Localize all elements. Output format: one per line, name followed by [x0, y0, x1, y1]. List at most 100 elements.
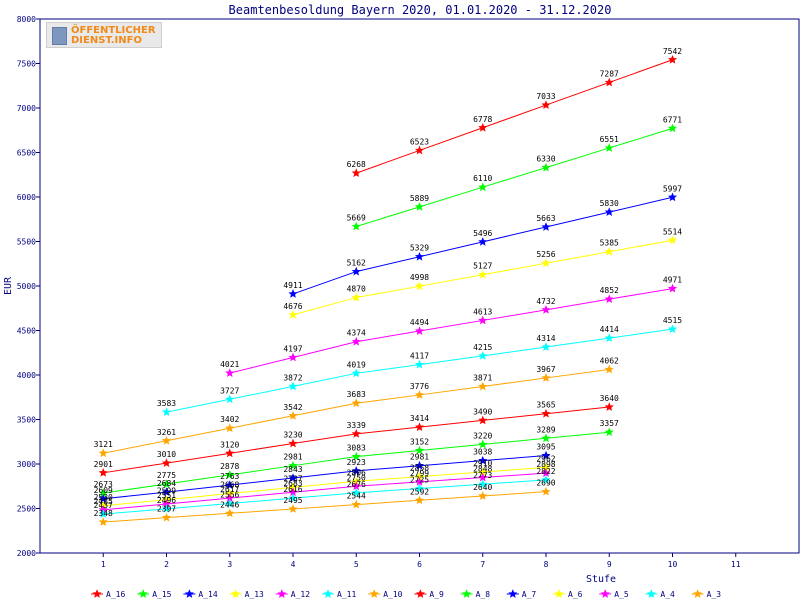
data-label-a-6: 2530	[94, 493, 113, 502]
y-axis-label: EUR	[3, 276, 14, 295]
data-label-a-5: 2551	[157, 491, 176, 500]
data-label-a-8: 2673	[94, 480, 113, 489]
x-tick-label: 3	[227, 560, 232, 569]
legend-label: A_5	[614, 590, 629, 599]
data-label-a-9: 3120	[220, 440, 239, 449]
data-label-a-5: 2683	[283, 479, 302, 488]
data-point-a-10	[541, 373, 551, 382]
data-point-a-12	[225, 368, 235, 378]
y-tick-label: 6500	[17, 149, 36, 158]
legend-label: A_14	[198, 590, 217, 599]
data-point-a-13	[667, 235, 678, 245]
data-point-a-10	[604, 364, 614, 374]
data-label-a-7: 2923	[347, 458, 366, 467]
data-label-a-15: 6330	[536, 155, 555, 164]
data-label-a-8: 3289	[536, 425, 555, 434]
data-label-a-14: 5830	[600, 199, 619, 208]
data-label-a-4: 2556	[220, 491, 239, 500]
legend-marker	[369, 589, 379, 598]
data-point-a-8	[478, 439, 488, 449]
y-tick-label: 2500	[17, 505, 36, 514]
legend-marker	[554, 589, 564, 598]
legend-marker	[138, 589, 148, 598]
legend-label: A_12	[291, 590, 310, 599]
data-label-a-9: 3339	[347, 421, 366, 430]
data-label-a-7: 2843	[283, 465, 302, 474]
series-line-a-3	[103, 491, 547, 523]
series-line-a-6	[103, 466, 547, 507]
data-label-a-11: 3872	[283, 373, 302, 382]
data-label-a-4: 2773	[473, 471, 492, 480]
x-tick-label: 8	[544, 560, 549, 569]
data-label-a-7: 3038	[473, 448, 492, 457]
data-point-a-8	[604, 427, 614, 437]
data-point-a-15	[604, 143, 614, 152]
data-label-a-10: 3402	[220, 415, 239, 424]
data-point-a-15	[414, 202, 425, 211]
data-point-a-16	[604, 77, 614, 87]
data-label-a-8: 2878	[220, 462, 239, 471]
legend-marker	[92, 589, 102, 598]
data-point-a-9	[225, 448, 235, 458]
data-point-a-11	[225, 394, 235, 404]
data-label-a-16: 6778	[473, 115, 492, 124]
data-point-a-14	[478, 237, 488, 246]
data-point-a-5	[541, 468, 551, 477]
data-point-a-5	[478, 472, 488, 482]
data-label-a-15: 6110	[473, 174, 492, 183]
data-point-a-15	[541, 162, 551, 172]
data-point-a-3	[98, 517, 108, 526]
data-point-a-15	[667, 123, 678, 133]
data-label-a-3: 2446	[220, 500, 239, 509]
data-label-a-10: 3967	[536, 365, 555, 374]
data-point-a-3	[414, 495, 425, 505]
data-point-a-11	[351, 368, 361, 378]
x-tick-label: 1	[101, 560, 106, 569]
data-label-a-12: 4021	[220, 360, 239, 369]
data-label-a-6: 2962	[536, 454, 555, 463]
data-point-a-13	[604, 246, 614, 256]
data-point-a-10	[478, 381, 488, 391]
data-point-a-7	[98, 494, 108, 503]
data-label-a-16: 7542	[663, 47, 682, 56]
data-point-a-9	[604, 402, 614, 411]
data-label-a-9: 2901	[94, 460, 113, 469]
data-label-a-12: 4613	[473, 307, 492, 316]
data-label-a-6: 2910	[473, 459, 492, 468]
data-label-a-3: 2348	[94, 509, 113, 518]
data-label-a-11: 3583	[157, 399, 176, 408]
data-label-a-5: 2485	[94, 497, 113, 506]
data-point-a-9	[414, 422, 425, 432]
data-label-a-3: 2592	[410, 487, 429, 496]
data-point-a-3	[225, 508, 235, 518]
data-point-a-12	[478, 315, 488, 325]
data-label-a-13: 4676	[283, 302, 302, 311]
legend-marker	[600, 589, 610, 598]
data-label-a-4: 2725	[410, 475, 429, 484]
legend-label: A_16	[106, 590, 125, 599]
logo: ÖFFENTLICHER DIENST.INFO	[46, 22, 162, 48]
data-label-a-13: 5514	[663, 227, 682, 236]
data-point-a-4	[98, 509, 108, 518]
series-line-a-5	[103, 472, 547, 511]
data-label-a-11: 4515	[663, 316, 682, 325]
data-point-a-13	[541, 258, 551, 268]
data-point-a-14	[667, 192, 678, 202]
data-point-a-10	[161, 435, 172, 445]
data-point-a-16	[351, 168, 361, 178]
data-point-a-12	[604, 294, 614, 304]
data-label-a-15: 6771	[663, 115, 682, 124]
data-label-a-14: 5663	[536, 214, 555, 223]
data-point-a-7	[225, 480, 235, 489]
data-label-a-6: 2668	[220, 481, 239, 490]
legend-label: A_15	[152, 590, 171, 599]
data-point-a-13	[478, 269, 488, 279]
series-line-a-10	[103, 368, 610, 454]
data-label-a-13: 4998	[410, 273, 429, 282]
data-label-a-4: 2676	[347, 480, 366, 489]
data-label-a-6: 2737	[283, 474, 302, 483]
y-tick-label: 8000	[17, 15, 36, 24]
logo-text-line-1: ÖFFENTLICHER	[71, 25, 156, 36]
data-label-a-5: 2898	[536, 460, 555, 469]
